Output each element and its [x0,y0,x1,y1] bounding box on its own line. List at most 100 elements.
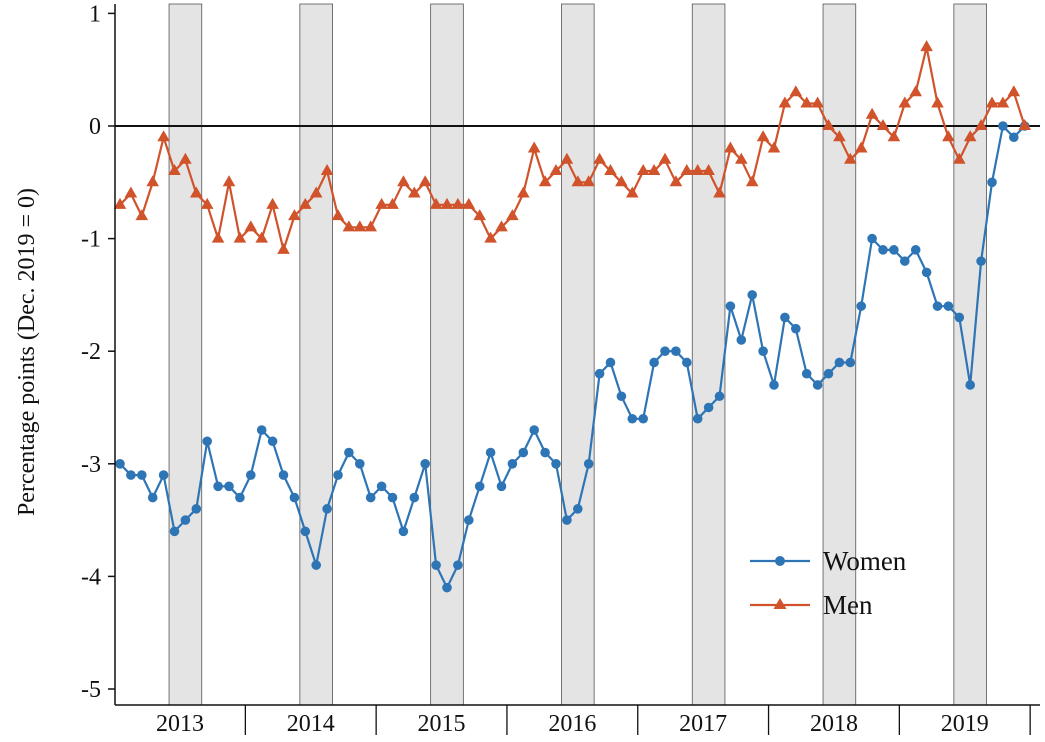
data-point [408,186,421,198]
data-point [658,152,672,164]
data-point [573,504,583,514]
data-point [583,459,594,469]
data-point [963,130,977,142]
data-point [660,346,670,357]
data-point [747,290,757,300]
data-point [671,346,681,357]
data-point [865,107,879,119]
data-point [267,436,278,447]
data-point [703,402,714,413]
data-point [157,130,170,142]
data-point [289,492,300,503]
data-point [680,164,694,176]
data-point [299,197,312,209]
data-point [582,175,595,187]
data-point [976,256,986,266]
y-tick-label: -3 [81,452,101,478]
data-point [418,175,432,187]
data-point [135,209,149,221]
data-point [889,245,899,255]
data-point [985,96,999,108]
data-point [758,346,768,357]
data-point [571,175,585,187]
data-point [954,312,965,323]
data-point [246,470,256,480]
data-point [333,470,343,480]
axes-layer: 1 0 -1 -2 -3 -4 -5 2013 2014 2015 2016 2017 2018 2019 [81,1,1040,737]
data-point [649,357,659,368]
data-point [266,197,279,209]
y-tick-label: -5 [81,677,101,703]
data-point [943,301,954,311]
data-point [222,175,236,187]
data-point [288,209,301,221]
winter-band [168,3,203,706]
legend-men-label: Men [823,590,873,620]
data-point [506,209,519,221]
data-point [965,380,975,390]
data-point [844,152,857,164]
data-point [801,368,812,379]
data-point [124,186,138,198]
data-point [647,164,661,176]
data-point [594,368,605,379]
data-point [942,130,955,142]
data-point [180,515,191,525]
data-point [353,220,367,232]
data-point [845,357,856,368]
data-point [713,186,726,198]
series-layer [113,40,1031,593]
data-point [179,152,192,164]
data-point [331,209,345,221]
y-tick-label: -2 [81,339,101,365]
data-point [474,481,485,492]
data-point [365,492,376,503]
data-point [322,504,332,514]
data-point [213,481,223,492]
legend-women-label: Women [823,546,907,576]
data-point [800,96,813,108]
data-point [126,470,136,480]
data-point [364,220,377,232]
data-point [636,164,650,176]
data-point [255,231,268,243]
legend-women-marker [775,556,785,566]
data-point [769,380,779,390]
data-point [451,197,465,209]
data-point [756,130,770,142]
series-women [115,121,1030,593]
data-point [397,175,410,187]
data-point [604,164,617,176]
data-point [878,245,888,255]
data-point [540,447,550,458]
data-point [256,425,267,435]
data-point [691,164,704,176]
x-year-label: 2019 [941,711,989,737]
data-point [344,447,354,458]
data-point [200,197,214,209]
data-point [823,368,834,379]
data-point [669,175,683,187]
series-men [113,40,1031,254]
data-point [375,197,388,209]
data-point [856,301,866,311]
data-point [1009,132,1019,143]
data-point [736,335,747,345]
data-point [867,233,877,244]
x-year-label: 2018 [810,711,858,737]
data-point [518,447,529,458]
data-point [342,220,356,232]
data-point [974,119,988,130]
data-point [387,492,398,503]
y-tick-label: -4 [81,564,101,590]
data-point [277,242,290,254]
data-point [822,119,835,130]
data-point [309,186,323,198]
data-point [233,231,247,243]
data-point [507,459,518,469]
data-point [224,481,234,492]
data-point [615,175,628,187]
data-point [1018,119,1031,130]
y-tick-label: -1 [81,227,101,253]
